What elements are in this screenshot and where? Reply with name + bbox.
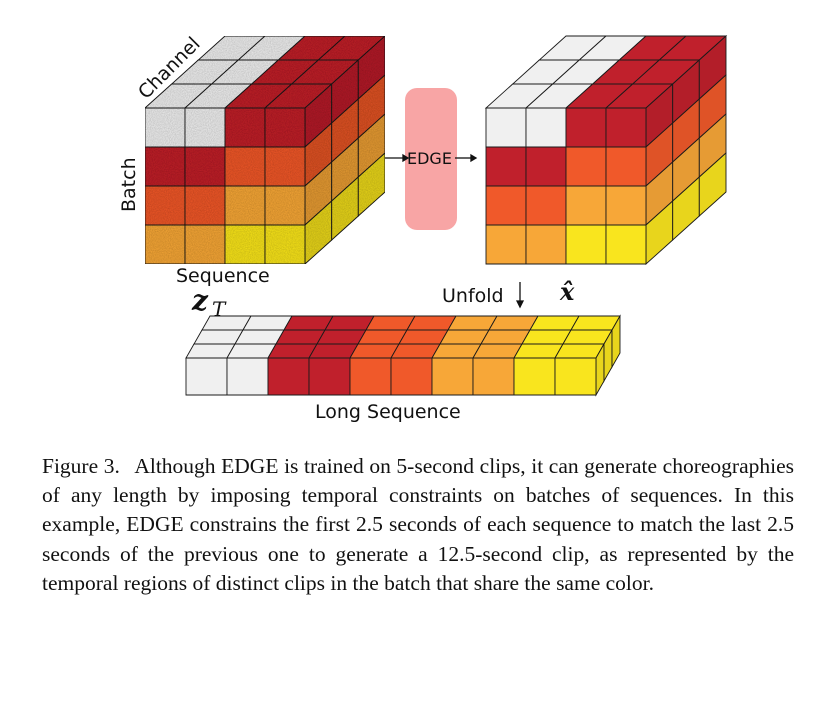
z-symbol: z <box>191 284 209 317</box>
caption-text: Although EDGE is trained on 5-second cli… <box>42 454 794 595</box>
bar-top-cell <box>226 343 277 359</box>
bar-top-cell <box>447 315 498 331</box>
bar-top-cell <box>529 315 580 331</box>
noisy-input-cube <box>143 34 387 266</box>
cube-front-cell <box>224 185 266 226</box>
bar-top-cell <box>521 329 572 345</box>
cube-front-cell <box>525 107 567 148</box>
cube-front-cell <box>184 107 226 148</box>
cube-front-cell <box>184 146 226 187</box>
cube-front-cell <box>485 224 527 265</box>
batch-axis-label: Batch <box>118 157 140 212</box>
unfold-label: Unfold <box>442 285 504 307</box>
bar-front-cell <box>226 357 269 396</box>
bar-top-cell <box>390 343 441 359</box>
cube-front-cell <box>144 224 186 265</box>
cube-front-cell <box>525 185 567 226</box>
cube-front-cell <box>565 224 607 265</box>
bar-side-cell <box>611 314 621 369</box>
bar-top-cell <box>324 315 375 331</box>
bar-front-cell <box>554 357 597 396</box>
cube-front-cell <box>224 107 266 148</box>
cube-front-cell <box>565 146 607 187</box>
bar-front-cell <box>431 357 474 396</box>
bar-front-cell <box>390 357 433 396</box>
edge-model-box <box>405 88 457 230</box>
bar-top-cell <box>242 315 293 331</box>
sequence-axis-label: Sequence <box>176 265 270 287</box>
bar-top-cell <box>431 343 482 359</box>
bar-top-cell <box>201 315 252 331</box>
bar-top-cell <box>185 343 236 359</box>
bar-top-cell <box>283 315 334 331</box>
cube-front-cell <box>144 107 186 148</box>
bar-top-cell <box>570 315 621 331</box>
cube-front-cell <box>224 224 266 265</box>
bar-top-cell <box>439 329 490 345</box>
cube-front-cell <box>264 146 306 187</box>
arrows <box>385 153 525 309</box>
cube-front-cell <box>565 107 607 148</box>
figure-caption: Figure 3. Although EDGE is trained on 5-… <box>42 452 794 598</box>
cube-front-cell <box>224 146 266 187</box>
cube-side-cell <box>357 151 386 218</box>
cube-front-cell <box>565 185 607 226</box>
bar-top-cell <box>480 329 531 345</box>
cube-front-cell <box>264 224 306 265</box>
cube-front-cell <box>264 107 306 148</box>
bar-top-cell <box>275 329 326 345</box>
arrow-into-edge-head <box>402 153 410 163</box>
bar-top-cell <box>488 315 539 331</box>
cube-front-cell <box>485 146 527 187</box>
cube-front-cell <box>144 146 186 187</box>
bar-top-cell <box>267 343 318 359</box>
cube-front-cell <box>184 185 226 226</box>
cube-front-cell <box>144 185 186 226</box>
cube-front-cell <box>605 146 647 187</box>
bar-top-cell <box>554 343 605 359</box>
bar-top-cell <box>193 329 244 345</box>
figure-diagram: Channel Batch Sequence EDGE Unfold Long … <box>118 33 728 423</box>
cube-front-cell <box>605 185 647 226</box>
long-sequence-label: Long Sequence <box>315 401 461 423</box>
bar-top-cell <box>308 343 359 359</box>
t-subscript: T <box>212 297 227 321</box>
cube-front-cell <box>485 107 527 148</box>
edge-label: EDGE <box>407 149 452 168</box>
arrow-out-of-edge-head <box>470 153 478 163</box>
z-t-symbol: z T <box>191 284 227 321</box>
long-sequence-bar <box>185 314 621 397</box>
bar-top-cell <box>398 329 449 345</box>
bar-top-cell <box>513 343 564 359</box>
bar-top-cell <box>472 343 523 359</box>
cube-front-cell <box>525 224 567 265</box>
cube-front-cell <box>605 107 647 148</box>
bar-front-cell <box>185 357 228 396</box>
denoised-output-cube <box>484 34 728 266</box>
cube-front-cell <box>525 146 567 187</box>
bar-top-cell <box>316 329 367 345</box>
cube-front-cell <box>184 224 226 265</box>
x-hat-symbol: x̂ <box>559 277 575 306</box>
cube-front-cell <box>485 185 527 226</box>
bar-top-cell <box>349 343 400 359</box>
bar-top-cell <box>357 329 408 345</box>
unfold-arrow-head <box>515 300 525 309</box>
bar-top-cell <box>406 315 457 331</box>
bar-front-cell <box>267 357 310 396</box>
bar-top-cell <box>562 329 613 345</box>
bar-top-cell <box>234 329 285 345</box>
bar-front-cell <box>472 357 515 396</box>
cube-front-cell <box>264 185 306 226</box>
bar-front-cell <box>349 357 392 396</box>
bar-front-cell <box>513 357 556 396</box>
cube-side-cell <box>698 151 727 218</box>
cube-front-cell <box>605 224 647 265</box>
bar-top-cell <box>365 315 416 331</box>
bar-front-cell <box>308 357 351 396</box>
caption-number: Figure 3. <box>42 454 120 478</box>
